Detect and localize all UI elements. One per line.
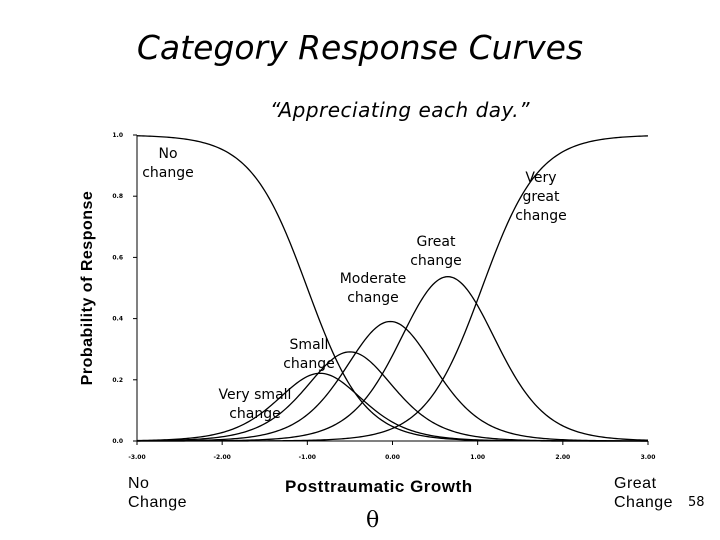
x-tick-label: 2.00 bbox=[555, 454, 570, 461]
slide-title: Category Response Curves bbox=[136, 28, 584, 67]
label-great-change: Great change bbox=[410, 234, 462, 269]
label-small-change: Small change bbox=[283, 337, 335, 372]
y-tick-label: 0.4 bbox=[112, 316, 123, 323]
theta-symbol: θ bbox=[366, 508, 380, 533]
page-number: 58 bbox=[688, 495, 705, 510]
curve-very-small-change bbox=[136, 372, 648, 442]
x-axis-label: Posttraumatic Growth bbox=[285, 477, 473, 496]
label-moderate-change: Moderate change bbox=[340, 271, 407, 306]
great-change-end-label: Great Change bbox=[614, 475, 674, 511]
x-tick-label: -2.00 bbox=[214, 454, 231, 461]
curve-very-great-change bbox=[137, 135, 649, 442]
category-labels: No change Very small change Small changeModer… bbox=[142, 146, 567, 422]
label-very-great-change: Very great change bbox=[515, 170, 567, 224]
curve-small-change bbox=[136, 351, 648, 442]
y-tick-label: 0.0 bbox=[112, 438, 123, 445]
response-curves bbox=[136, 135, 649, 442]
x-tick-label: 3.00 bbox=[641, 454, 656, 461]
no-change-end-label: No Change bbox=[128, 475, 188, 511]
x-tick-label: -3.00 bbox=[128, 454, 145, 461]
label-very-small-change: Very small change bbox=[219, 387, 292, 422]
curve-moderate-change bbox=[137, 320, 649, 442]
label-no-change: No change bbox=[142, 146, 194, 181]
x-tick-label: -1.00 bbox=[299, 454, 316, 461]
curve-no-change bbox=[136, 135, 648, 442]
x-tick-label: 0.00 bbox=[385, 454, 400, 461]
y-tick-label: 0.6 bbox=[112, 254, 123, 261]
y-tick-label: 0.2 bbox=[112, 377, 123, 384]
y-tick-label: 1.0 bbox=[112, 132, 123, 139]
x-tick-label: 1.00 bbox=[470, 454, 485, 461]
chart-subtitle: “Appreciating each day.” bbox=[269, 98, 531, 122]
y-tick-label: 0.8 bbox=[112, 193, 123, 200]
